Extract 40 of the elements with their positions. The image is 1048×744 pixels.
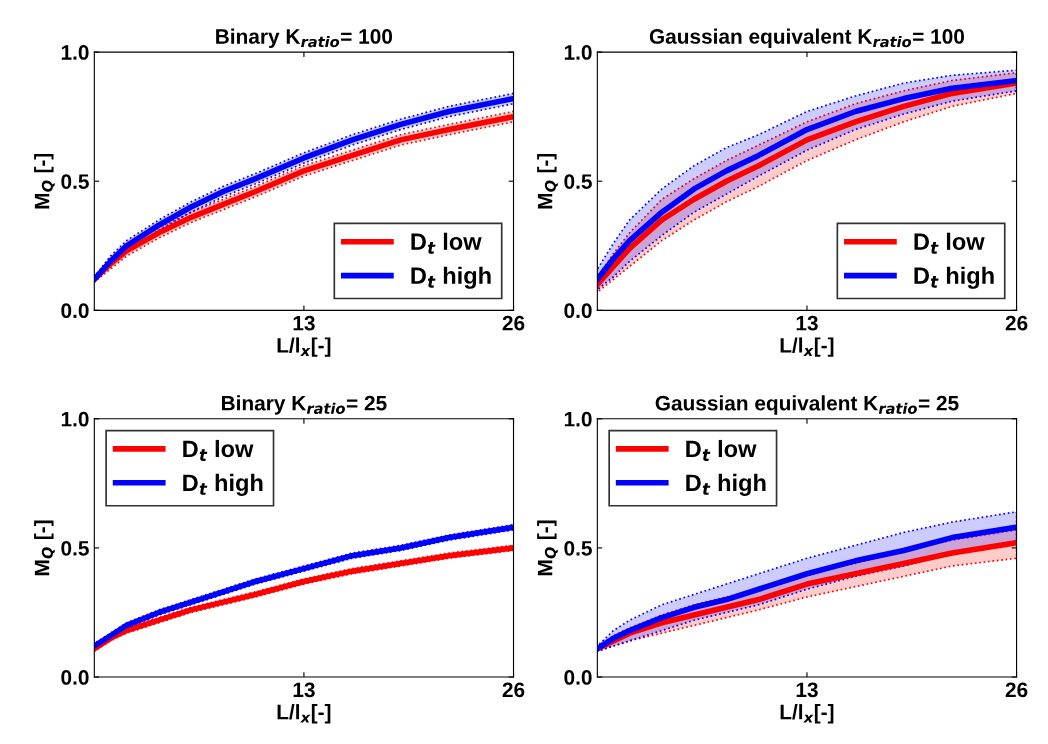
legend-label: D$_{t}$ high bbox=[183, 473, 263, 496]
y-tick-label: 1.0 bbox=[61, 45, 89, 60]
y-tick-label: 0.5 bbox=[61, 174, 89, 189]
x-tick-label: 13 bbox=[293, 682, 315, 698]
x-tick-label: 13 bbox=[796, 682, 818, 698]
y-tick-label: 0.0 bbox=[564, 303, 592, 319]
chart-title: Gaussian equivalent K$_{ratio}$= 25 bbox=[655, 395, 959, 415]
y-tick-label: 0.0 bbox=[564, 670, 592, 685]
y-tick-label: 1.0 bbox=[564, 45, 592, 60]
y-axis-title: M$_{Q}$ [-] bbox=[34, 153, 55, 209]
legend-label: D$_{t}$ low bbox=[411, 232, 482, 254]
x-tick-label: 26 bbox=[502, 682, 525, 698]
x-tick-label: 26 bbox=[1005, 315, 1028, 331]
y-tick-label: 0.5 bbox=[61, 540, 89, 556]
y-axis-title: M$_{Q}$ [-] bbox=[537, 520, 558, 576]
y-axis-title: M$_{Q}$ [-] bbox=[537, 153, 558, 209]
chart-title: Gaussian equivalent K$_{ratio}$= 100 bbox=[649, 28, 965, 48]
legend-label: D$_{t}$ high bbox=[411, 266, 491, 289]
x-axis-title: L/l$_{x}$[-] bbox=[780, 704, 834, 724]
x-tick-label: 13 bbox=[796, 315, 818, 331]
x-axis-title: L/l$_{x}$[-] bbox=[277, 704, 331, 724]
chart-title: Binary K$_{ratio}$= 100 bbox=[216, 28, 393, 48]
x-tick-label: 26 bbox=[1005, 682, 1028, 698]
x-axis-title: L/l$_{x}$[-] bbox=[780, 337, 834, 357]
y-tick-label: 1.0 bbox=[564, 411, 592, 427]
y-tick-label: 0.5 bbox=[564, 540, 592, 556]
legend-label: D$_{t}$ high bbox=[914, 266, 994, 289]
x-tick-label: 26 bbox=[502, 315, 525, 331]
y-tick-label: 0.0 bbox=[61, 303, 89, 319]
legend-label: D$_{t}$ high bbox=[686, 473, 766, 496]
x-tick-label: 13 bbox=[293, 315, 315, 331]
chart-title: Binary K$_{ratio}$= 25 bbox=[221, 395, 387, 415]
legend-label: D$_{t}$ low bbox=[183, 439, 254, 461]
y-tick-label: 0.5 bbox=[564, 174, 592, 189]
y-tick-label: 0.0 bbox=[61, 670, 89, 685]
legend-label: D$_{t}$ low bbox=[686, 439, 757, 461]
x-axis-title: L/l$_{x}$[-] bbox=[277, 337, 331, 357]
y-tick-label: 1.0 bbox=[61, 411, 89, 427]
legend-label: D$_{t}$ low bbox=[914, 232, 985, 254]
y-axis-title: M$_{Q}$ [-] bbox=[34, 520, 55, 576]
